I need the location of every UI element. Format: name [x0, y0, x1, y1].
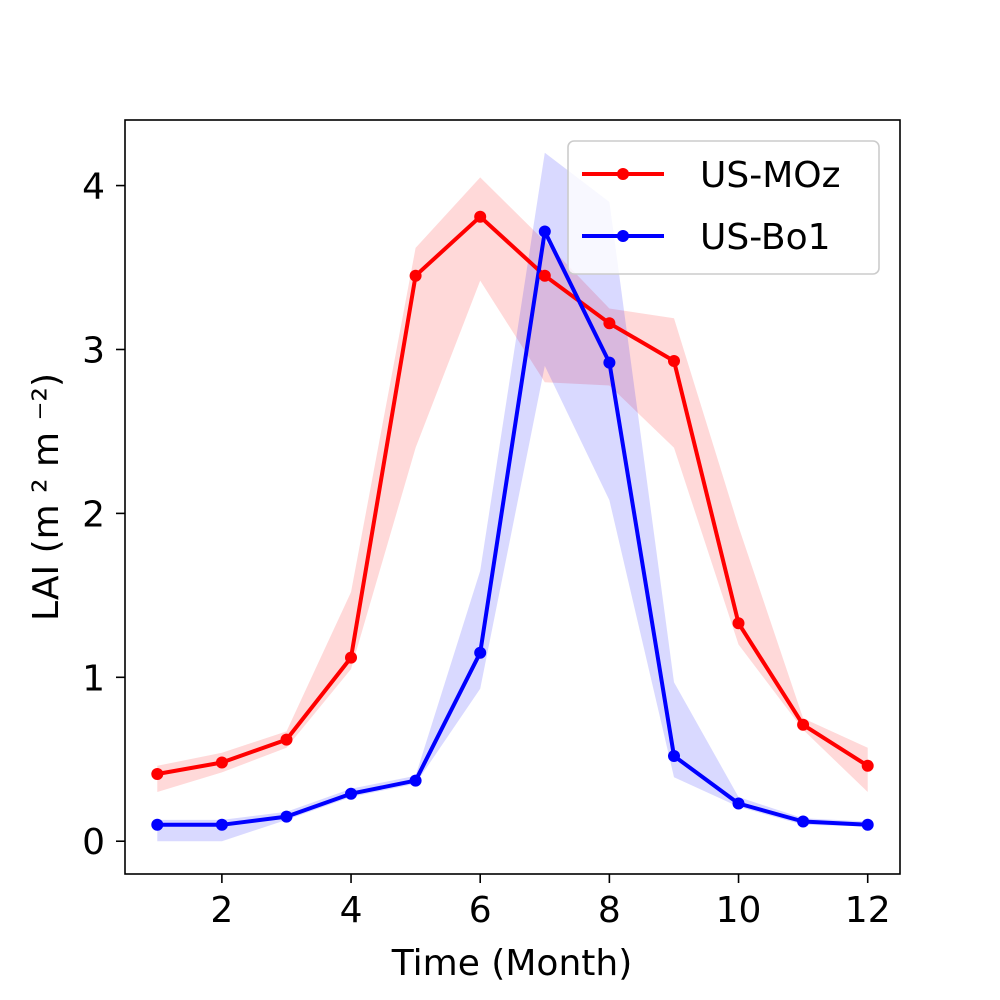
point-us-bo1-9 [668, 750, 680, 762]
x-tick-label-6: 6 [469, 890, 492, 931]
x-tick-label-8: 8 [598, 890, 621, 931]
y-axis-ticks: 0 1 2 3 4 [82, 167, 125, 863]
series-points [151, 210, 874, 831]
x-tick-label-10: 10 [716, 890, 762, 931]
point-us-bo1-6 [474, 646, 487, 659]
point-us-bo1-2 [215, 818, 228, 831]
point-us-moz-7 [538, 269, 551, 282]
point-us-bo1-1 [151, 818, 164, 831]
point-us-moz-6 [474, 210, 487, 223]
y-tick-label-4: 4 [82, 167, 105, 208]
line-us-moz [156, 214, 869, 776]
x-axis-ticks: 2 4 6 8 10 12 [210, 874, 891, 931]
x-axis-label: Time (Month) [391, 943, 632, 984]
point-us-moz-2 [215, 756, 228, 769]
point-us-bo1-10 [732, 797, 745, 810]
point-us-bo1-11 [797, 815, 810, 828]
legend-label-us-moz: US-MOz [700, 155, 840, 196]
legend-label-us-bo1: US-Bo1 [700, 217, 831, 258]
point-us-moz-12 [861, 759, 874, 772]
point-us-bo1-4 [345, 787, 357, 800]
point-us-moz-5 [409, 269, 422, 282]
point-us-moz-1 [151, 768, 164, 780]
plot-frame [124, 119, 901, 875]
point-us-moz-11 [797, 718, 810, 731]
band-us-bo1 [157, 152, 868, 842]
series-lines [156, 214, 869, 827]
point-us-moz-10 [732, 617, 745, 630]
point-us-bo1-3 [280, 810, 293, 823]
legend[interactable]: US-MOz US-Bo1 [567, 140, 880, 275]
point-us-bo1-8 [603, 356, 616, 369]
line-us-bo1 [157, 229, 868, 827]
x-tick-label-4: 4 [340, 890, 363, 931]
confidence-bands [157, 152, 868, 842]
point-us-moz-8 [603, 317, 616, 330]
y-tick-label-0: 0 [82, 822, 105, 863]
point-us-moz-9 [668, 355, 680, 367]
y-tick-label-1: 1 [82, 658, 105, 699]
legend-marker-us-moz [617, 168, 629, 180]
point-us-moz-4 [345, 651, 357, 664]
x-tick-label-2: 2 [210, 890, 233, 931]
legend-marker-us-bo1 [617, 230, 629, 242]
point-us-bo1-5 [409, 774, 422, 787]
y-tick-label-3: 3 [82, 330, 105, 371]
y-axis-label: LAI (m ² m ⁻²) [26, 373, 67, 621]
point-us-bo1-7 [538, 225, 551, 238]
point-us-bo1-12 [861, 818, 874, 831]
x-tick-label-12: 12 [845, 890, 891, 931]
point-us-moz-3 [280, 733, 293, 746]
y-tick-label-2: 2 [82, 494, 105, 535]
band-us-moz [157, 177, 868, 792]
